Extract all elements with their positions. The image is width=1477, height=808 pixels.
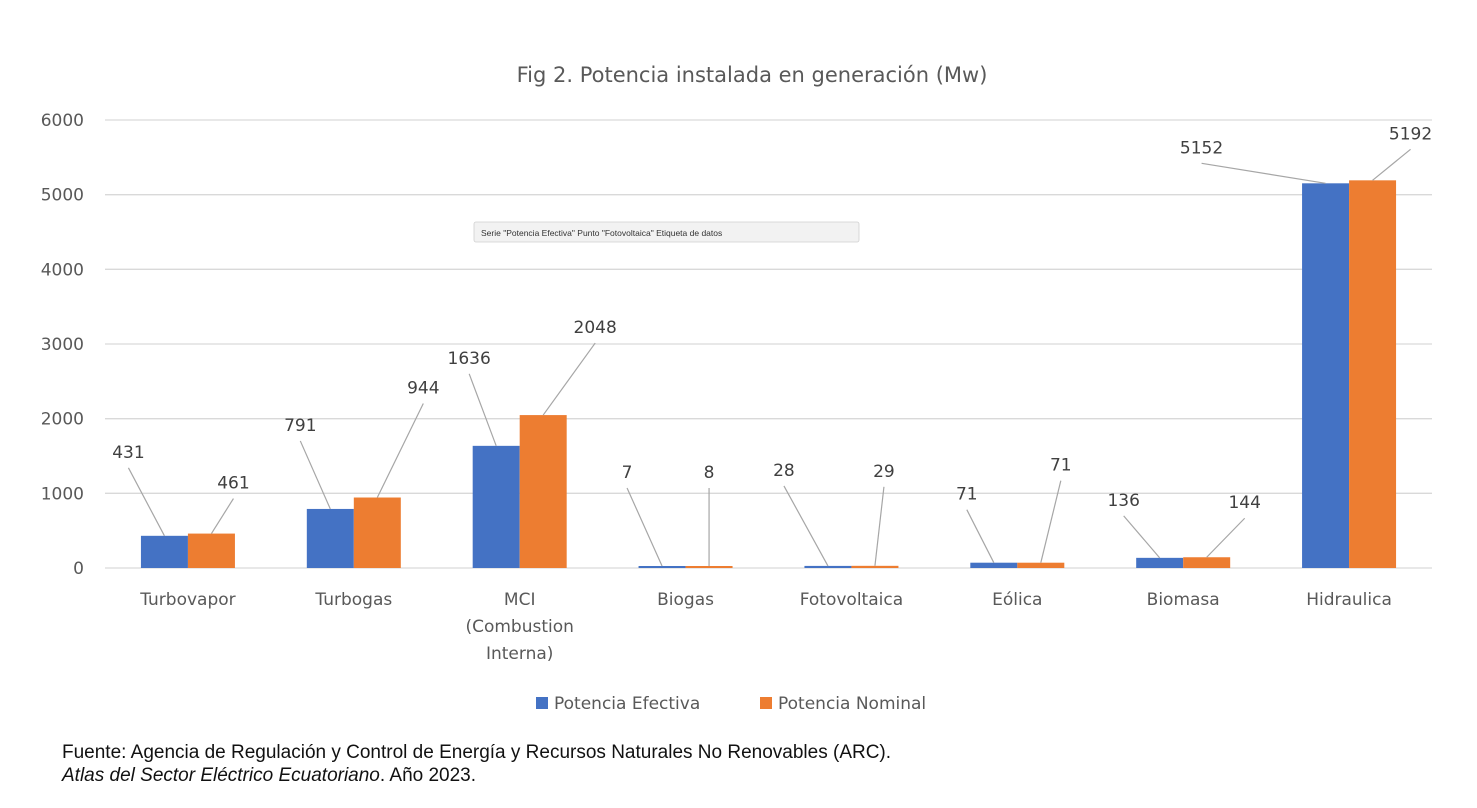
leader-line <box>1201 162 1326 184</box>
x-category-label: Turbovapor <box>139 590 235 610</box>
bar-efectiva <box>804 565 852 568</box>
x-category-label: MCI <box>504 590 536 610</box>
data-label: 5152 <box>1180 138 1223 158</box>
tooltip-text: Serie "Potencia Efectiva" Punto "Fotovol… <box>481 228 722 238</box>
legend-label: Potencia Nominal <box>778 694 926 714</box>
bars <box>140 180 1397 569</box>
leader-line <box>874 486 885 566</box>
x-category-label: Biogas <box>657 590 714 610</box>
leader-line <box>1040 480 1062 563</box>
leader-line <box>626 487 663 567</box>
bar-efectiva <box>306 508 354 568</box>
y-tick-label: 5000 <box>41 186 84 206</box>
x-category-label: (Combustion <box>465 617 573 637</box>
bar-nominal <box>353 497 401 568</box>
leader-line <box>127 467 165 537</box>
data-label: 71 <box>1050 456 1072 476</box>
data-label: 1636 <box>448 349 491 369</box>
data-label: 431 <box>112 443 144 463</box>
leader-line <box>210 498 234 534</box>
legend: Potencia Efectiva Potencia Nominal <box>536 694 926 714</box>
bar-efectiva <box>970 562 1018 568</box>
data-label: 2048 <box>574 318 617 338</box>
data-label: 71 <box>956 485 978 505</box>
source-line-1: Fuente: Agencia de Regulación y Control … <box>62 742 892 763</box>
bar-efectiva <box>1302 183 1350 569</box>
y-tick-label: 2000 <box>41 410 84 430</box>
leader-line <box>783 485 829 567</box>
x-category-label: Fotovoltaica <box>800 590 903 610</box>
source-publication: Atlas del Sector Eléctrico Ecuatoriano <box>62 765 380 786</box>
chart-title: Fig 2. Potencia instalada en generación … <box>517 63 988 87</box>
data-label: 5192 <box>1389 124 1432 144</box>
y-axis-ticks: 0 1000 2000 3000 4000 5000 6000 <box>41 111 84 579</box>
y-tick-label: 4000 <box>41 260 84 280</box>
bar-nominal <box>851 565 899 568</box>
data-label: 144 <box>1228 493 1260 513</box>
leader-line <box>1372 148 1411 181</box>
data-labels: 431 461 791 944 1636 2048 7 8 28 29 71 71 136 144 5152… <box>112 124 1432 513</box>
y-tick-label: 1000 <box>41 484 84 504</box>
x-category-label: Interna) <box>486 644 553 664</box>
bar-chart: Fig 2. Potencia instalada en generación … <box>41 63 1432 714</box>
data-label: 7 <box>622 463 633 483</box>
data-label: 136 <box>1107 491 1139 511</box>
tooltip-box <box>473 221 860 243</box>
leader-lines <box>127 148 1411 567</box>
y-tick-label: 6000 <box>41 111 84 131</box>
bar-nominal <box>1349 180 1397 568</box>
data-label: 8 <box>704 463 715 483</box>
bar-nominal <box>187 533 235 568</box>
bar-efectiva <box>638 566 686 568</box>
bar-efectiva <box>472 445 520 568</box>
legend-swatch <box>536 697 548 709</box>
bar-nominal <box>685 566 733 568</box>
leader-line <box>299 440 331 510</box>
bar-nominal <box>1017 562 1065 568</box>
x-category-label: Eólica <box>992 590 1042 610</box>
legend-label: Potencia Efectiva <box>554 694 700 714</box>
bar-efectiva <box>1136 557 1184 568</box>
y-tick-label: 3000 <box>41 335 84 355</box>
leader-line <box>1123 515 1161 559</box>
data-label: 461 <box>217 474 249 494</box>
x-axis-categories: Turbovapor Turbogas MCI (Combustion Interna)… <box>139 590 1392 664</box>
source-note: Fuente: Agencia de Regulación y Control … <box>62 741 891 787</box>
x-category-label: Turbogas <box>314 590 392 610</box>
bar-nominal <box>1183 557 1231 568</box>
x-category-label: Hidraulica <box>1306 590 1392 610</box>
bar-efectiva <box>140 535 188 568</box>
x-category-label: Biomasa <box>1147 590 1220 610</box>
bar-nominal <box>519 415 567 568</box>
source-line-2: Atlas del Sector Eléctrico Ecuatoriano. … <box>62 764 891 787</box>
tooltip: Serie "Potencia Efectiva" Punto "Fotovol… <box>473 221 860 243</box>
leader-line <box>376 403 424 498</box>
leader-line <box>1206 517 1246 558</box>
y-tick-label: 0 <box>73 559 84 579</box>
leader-line <box>542 342 596 416</box>
data-label: 944 <box>407 379 439 399</box>
leader-line <box>966 509 995 563</box>
data-label: 29 <box>873 462 895 482</box>
gridlines <box>105 119 1432 569</box>
source-year: . Año 2023. <box>379 765 477 786</box>
leader-line <box>468 373 497 447</box>
data-label: 28 <box>773 461 795 481</box>
data-label: 791 <box>284 416 316 436</box>
legend-swatch <box>760 697 772 709</box>
